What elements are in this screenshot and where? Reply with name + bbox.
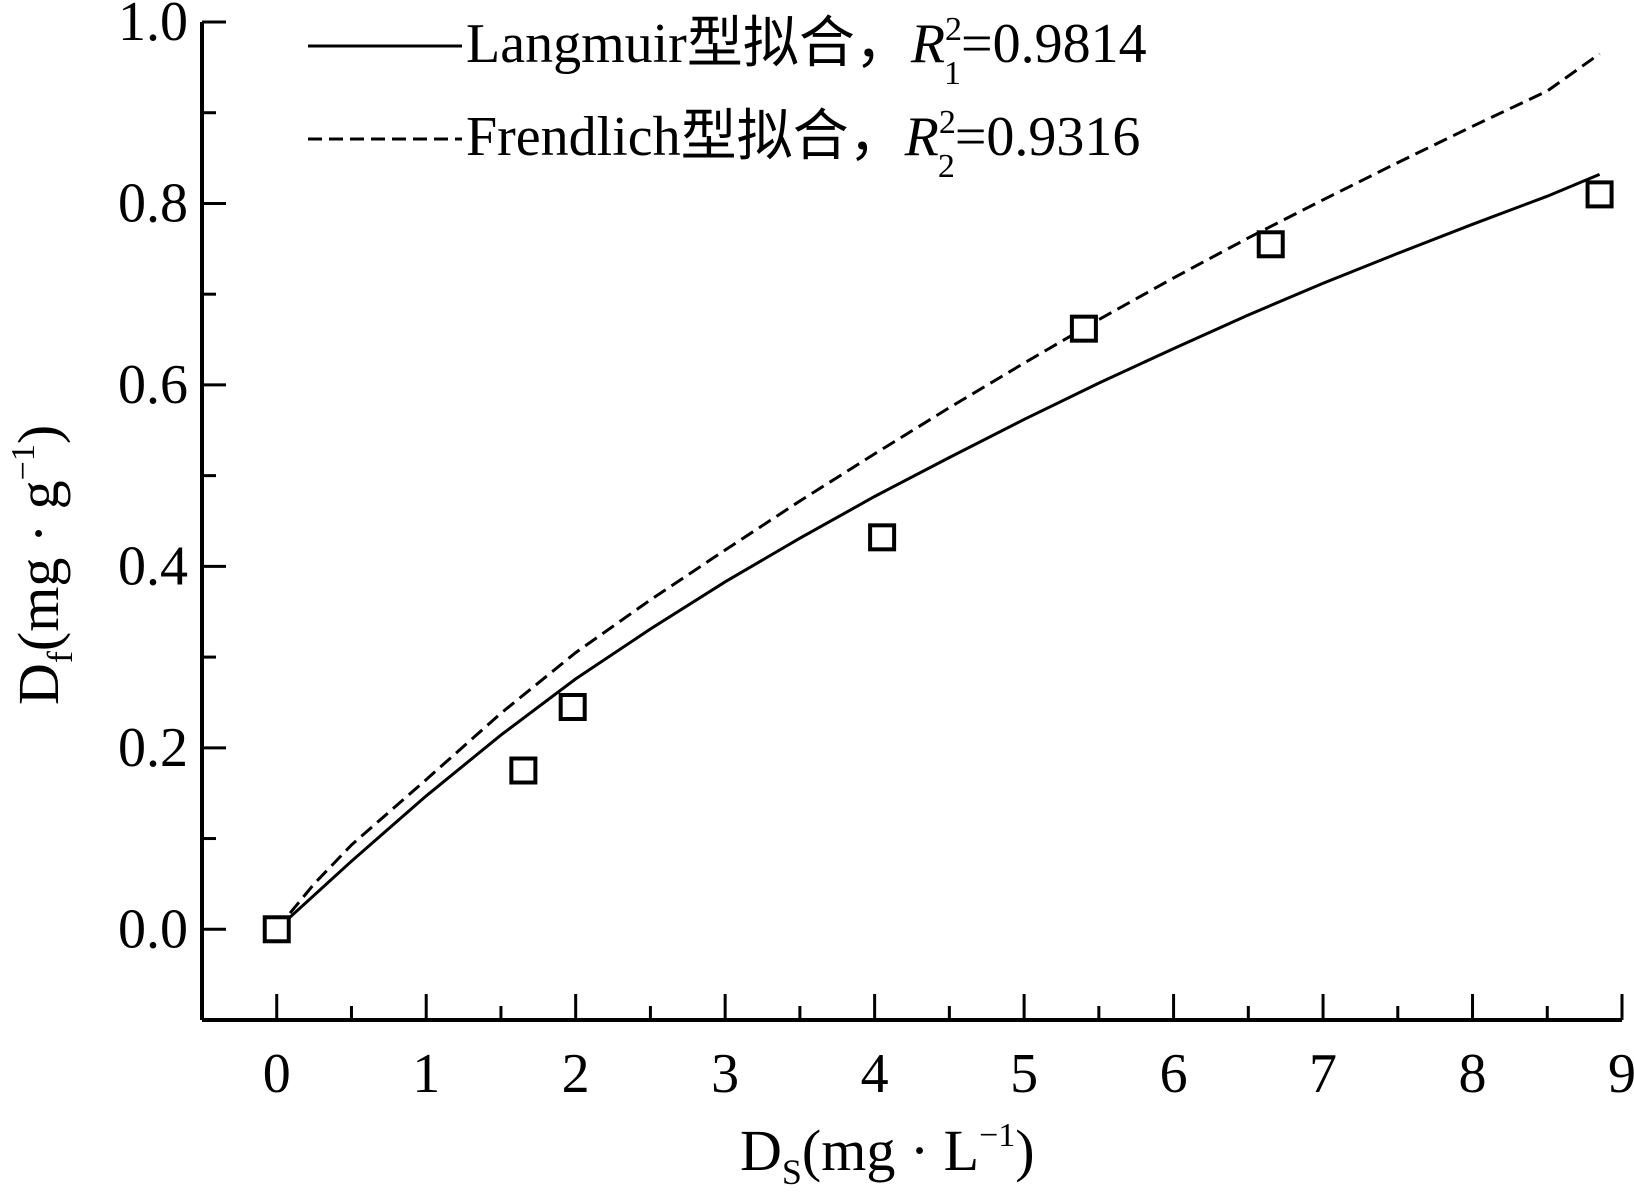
data-point-marker — [1585, 180, 1614, 209]
legend-r2-value: =0.9316 — [955, 106, 1141, 168]
axes — [200, 22, 1622, 1022]
legend-r2-value: =0.9814 — [961, 13, 1147, 75]
legend-series-name: Langmuir型拟合， — [466, 13, 911, 75]
x-tick-label: 2 — [562, 1043, 590, 1105]
x-tick-label: 1 — [412, 1043, 440, 1105]
legend-r2-subscript: 2 — [938, 148, 955, 185]
data-point-marker — [262, 915, 291, 944]
data-point-marker — [509, 756, 538, 785]
fit-curves — [275, 52, 1601, 931]
legend-r2-subscript: 1 — [944, 55, 961, 92]
data-point-marker — [868, 523, 897, 552]
y-ticks: 0.0 0.2 0.4 0.6 0.8 1.0 — [118, 0, 226, 1022]
x-tick-label: 5 — [1010, 1043, 1038, 1105]
y-tick-label: 0.6 — [118, 354, 188, 416]
y-tick-label: 0.4 — [118, 535, 188, 597]
frendlich-fit-line — [275, 52, 1601, 931]
legend-entry: Frendlich型拟合，R2 2=0.9316 — [466, 104, 1140, 185]
legend-r2-symbol: R — [904, 106, 939, 168]
y-axis-label: Df(mg · g−1) — [5, 425, 80, 705]
y-tick-label: 0.2 — [118, 717, 188, 779]
legend-r2-superscript: 2 — [945, 11, 962, 48]
y-tick-label: 0.8 — [118, 172, 188, 234]
data-point-marker — [1069, 314, 1098, 343]
x-tick-label: 8 — [1459, 1043, 1487, 1105]
x-tick-label: 6 — [1160, 1043, 1188, 1105]
x-tick-label: 3 — [711, 1043, 739, 1105]
x-tick-label: 7 — [1309, 1043, 1337, 1105]
legend-r2-superscript: 2 — [939, 104, 956, 141]
y-tick-label: 1.0 — [118, 0, 188, 53]
legend-entry: Langmuir型拟合，R2 1=0.9814 — [466, 11, 1147, 92]
x-ticks: 0 1 2 3 4 5 6 7 8 9 — [263, 994, 1634, 1105]
langmuir-fit-line — [275, 173, 1601, 931]
data-point-marker — [558, 692, 587, 721]
y-tick-label: 0.0 — [118, 898, 188, 960]
data-points — [262, 180, 1614, 944]
legend-series-name: Frendlich型拟合， — [466, 106, 905, 168]
x-tick-label: 4 — [861, 1043, 889, 1105]
x-tick-label: 9 — [1608, 1043, 1634, 1105]
data-point-marker — [1256, 230, 1285, 259]
x-tick-label: 0 — [263, 1043, 291, 1105]
x-axis-label: DS(mg · L−1) — [740, 1117, 1035, 1192]
legend-r2-symbol: R — [910, 13, 945, 75]
